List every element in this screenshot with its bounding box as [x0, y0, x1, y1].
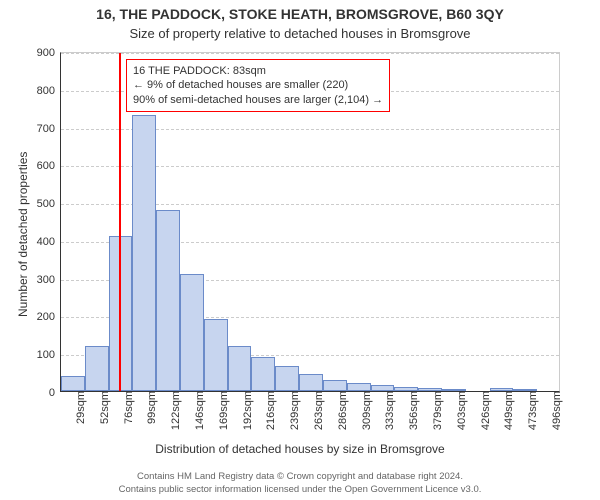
x-tick-label: 496sqm [549, 391, 563, 430]
annotation-line: 90% of semi-detached houses are larger (… [133, 93, 383, 107]
x-tick-label: 379sqm [430, 391, 444, 430]
x-tick-label: 99sqm [144, 391, 158, 424]
x-tick-label: 286sqm [335, 391, 349, 430]
plot-area: 010020030040050060070080090029sqm52sqm76… [60, 52, 560, 392]
chart-subtitle: Size of property relative to detached ho… [0, 26, 600, 41]
x-tick-label: 146sqm [192, 391, 206, 430]
y-tick-label: 0 [49, 387, 61, 399]
histogram-bar [156, 210, 180, 391]
footer-attribution: Contains HM Land Registry data © Crown c… [0, 471, 600, 496]
x-tick-label: 29sqm [73, 391, 87, 424]
y-tick-label: 300 [37, 274, 61, 286]
histogram-bar [299, 374, 323, 391]
histogram-bar [132, 115, 156, 391]
plot-region: 010020030040050060070080090029sqm52sqm76… [60, 52, 560, 392]
y-axis-label: Number of detached properties [16, 152, 30, 317]
annotation-line: ← 9% of detached houses are smaller (220… [133, 78, 383, 92]
histogram-bar [251, 357, 275, 391]
x-tick-label: 333sqm [382, 391, 396, 430]
x-tick-label: 356sqm [406, 391, 420, 430]
y-tick-label: 800 [37, 85, 61, 97]
x-tick-label: 122sqm [168, 391, 182, 430]
footer-line: Contains public sector information licen… [0, 484, 600, 496]
x-tick-label: 239sqm [287, 391, 301, 430]
annotation-line: 16 THE PADDOCK: 83sqm [133, 64, 383, 78]
x-tick-label: 52sqm [97, 391, 111, 424]
x-tick-label: 449sqm [501, 391, 515, 430]
y-tick-label: 900 [37, 47, 61, 59]
histogram-bar [204, 319, 228, 391]
x-tick-label: 309sqm [359, 391, 373, 430]
x-tick-label: 169sqm [216, 391, 230, 430]
histogram-bar [347, 383, 371, 391]
histogram-bar [109, 236, 133, 391]
y-tick-label: 200 [37, 311, 61, 323]
histogram-bar [180, 274, 204, 391]
y-tick-label: 500 [37, 198, 61, 210]
histogram-bar [85, 346, 109, 391]
x-axis-label: Distribution of detached houses by size … [0, 442, 600, 456]
y-tick-label: 600 [37, 160, 61, 172]
y-tick-label: 700 [37, 123, 61, 135]
x-tick-label: 473sqm [525, 391, 539, 430]
annotation-box: 16 THE PADDOCK: 83sqm← 9% of detached ho… [126, 59, 390, 112]
histogram-bar [61, 376, 85, 391]
x-tick-label: 216sqm [263, 391, 277, 430]
x-tick-label: 426sqm [478, 391, 492, 430]
y-tick-label: 100 [37, 349, 61, 361]
gridline [61, 53, 559, 54]
chart-container: 16, THE PADDOCK, STOKE HEATH, BROMSGROVE… [0, 0, 600, 500]
footer-line: Contains HM Land Registry data © Crown c… [0, 471, 600, 483]
subject-marker-line [119, 53, 121, 391]
x-tick-label: 76sqm [121, 391, 135, 424]
histogram-bar [323, 380, 347, 391]
x-tick-label: 192sqm [240, 391, 254, 430]
histogram-bar [228, 346, 252, 391]
chart-title: 16, THE PADDOCK, STOKE HEATH, BROMSGROVE… [0, 6, 600, 22]
y-tick-label: 400 [37, 236, 61, 248]
histogram-bar [275, 366, 299, 391]
x-tick-label: 403sqm [454, 391, 468, 430]
x-tick-label: 263sqm [311, 391, 325, 430]
